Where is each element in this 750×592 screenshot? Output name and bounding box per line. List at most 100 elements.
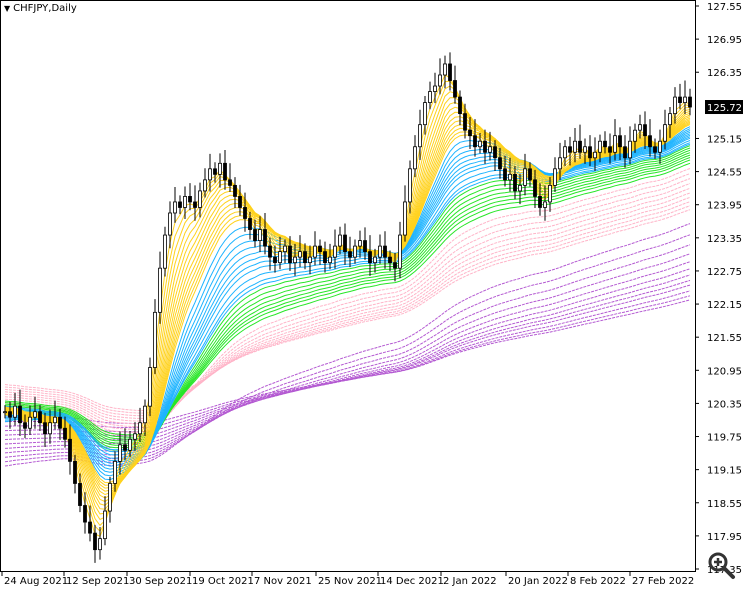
price-bar-body <box>488 146 492 153</box>
price-bar-body <box>353 245 357 258</box>
x-tick-label: 2 Jan 2022 <box>443 576 497 587</box>
moving-average-line <box>4 173 691 433</box>
price-bar-body <box>463 113 467 131</box>
price-bar-body <box>338 234 342 247</box>
moving-average-line <box>4 196 691 419</box>
price-bars <box>3 52 692 563</box>
triangle-down-icon[interactable]: ▼ <box>4 4 11 13</box>
price-bar-body <box>678 96 682 103</box>
price-bar-body <box>158 267 162 313</box>
price-bar-body <box>648 135 652 148</box>
moving-average-line <box>4 124 691 484</box>
price-bar-body <box>68 438 72 462</box>
moving-average-line <box>4 279 691 441</box>
price-bar-body <box>248 218 252 230</box>
price-bar-body <box>358 240 362 247</box>
price-bar-body <box>223 162 227 181</box>
price-bar-body <box>238 196 242 208</box>
moving-average-line <box>4 223 691 467</box>
price-bar-body <box>348 251 352 258</box>
price-bar-body <box>473 135 477 148</box>
price-bar-body <box>663 124 667 142</box>
price-bar-body <box>433 85 437 92</box>
y-tick-label: 120.95 <box>707 366 742 377</box>
price-bar-body <box>368 251 372 264</box>
price-bar-body <box>508 173 512 181</box>
price-bar-body <box>273 256 277 264</box>
price-bar-body <box>163 234 167 269</box>
price-bar-body <box>138 422 142 435</box>
price-bar-body <box>633 129 637 142</box>
price-bar-body <box>168 212 172 236</box>
price-bar-body <box>483 140 487 153</box>
x-tick-label: 7 Nov 2021 <box>254 576 312 587</box>
y-tick-label: 124.55 <box>707 168 742 179</box>
chart-title: ▼ CHFJPY,Daily <box>4 3 77 14</box>
price-bar-body <box>213 168 217 175</box>
y-tick-label: 122.15 <box>707 300 742 311</box>
price-bar-body <box>583 146 587 153</box>
price-bar-body <box>203 179 207 192</box>
price-bar-body <box>313 245 317 258</box>
price-bar-body <box>143 405 147 424</box>
price-bar-body <box>558 157 562 170</box>
x-tick-label: 25 Nov 2021 <box>318 576 382 587</box>
price-bar-body <box>503 168 507 181</box>
price-bar-body <box>373 256 377 264</box>
price-bar-body <box>303 251 307 264</box>
price-bar-body <box>478 140 482 148</box>
price-bar-body <box>38 411 42 424</box>
price-bar-body <box>153 311 157 368</box>
plot-frame <box>0 0 696 572</box>
moving-average-line <box>4 295 691 429</box>
x-tick-label: 20 Jan 2022 <box>508 576 568 587</box>
price-bar-body <box>118 444 122 462</box>
price-bar-body <box>533 179 537 197</box>
price-bar-body <box>523 168 527 186</box>
price-bar-body <box>208 168 212 181</box>
x-tick-label: 8 Feb 2022 <box>570 576 626 587</box>
price-bar-body <box>398 234 402 269</box>
price-bar-body <box>393 262 397 269</box>
magnifier-plus-icon[interactable] <box>706 550 736 580</box>
price-bar-body <box>18 405 22 424</box>
price-bar-body <box>193 201 197 208</box>
price-bar-body <box>363 240 367 253</box>
y-tick-label: 127.55 <box>707 2 742 13</box>
price-bar-body <box>638 124 642 131</box>
price-bar-body <box>623 146 627 159</box>
price-bar-body <box>343 234 347 253</box>
price-bar-body <box>73 460 77 484</box>
price-bar-body <box>13 405 17 418</box>
price-bar-body <box>453 80 457 98</box>
price-bar-body <box>298 251 302 258</box>
y-tick-label: 121.55 <box>707 333 742 344</box>
price-bar-body <box>48 422 52 435</box>
price-bar-body <box>553 168 557 186</box>
price-bar-body <box>198 190 202 208</box>
current-price-label: 125.72 <box>707 103 742 114</box>
moving-average-line <box>4 157 691 440</box>
y-tick-label: 125.15 <box>707 134 742 145</box>
price-bar-body <box>233 184 237 197</box>
price-bar-body <box>673 96 677 115</box>
price-bar-body <box>33 411 37 418</box>
price-bar-body <box>308 256 312 264</box>
price-bar-body <box>333 245 337 258</box>
price-bar-body <box>683 96 687 103</box>
price-bar-body <box>218 162 222 175</box>
x-tick-label: 14 Dec 2021 <box>380 576 444 587</box>
price-bar-body <box>108 483 112 512</box>
price-bar-body <box>318 245 322 253</box>
price-bar-body <box>283 245 287 253</box>
price-bar-body <box>28 416 32 429</box>
price-bar-body <box>263 229 267 247</box>
price-bar-body <box>498 157 502 170</box>
moving-average-line <box>4 192 691 422</box>
price-bar-body <box>253 229 257 241</box>
moving-average-line <box>4 154 691 442</box>
moving-average-line <box>4 134 691 464</box>
y-tick-label: 123.35 <box>707 234 742 245</box>
price-bar-body <box>323 251 327 264</box>
